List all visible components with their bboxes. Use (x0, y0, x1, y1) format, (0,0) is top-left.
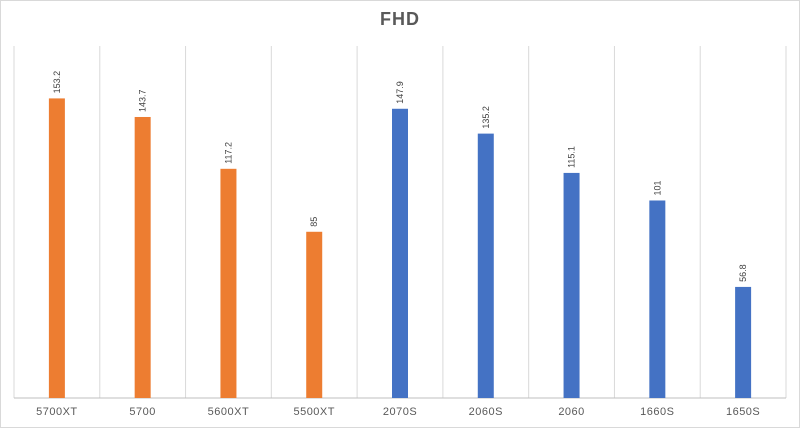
data-label: 147.9 (395, 81, 405, 104)
bar (735, 286, 752, 398)
x-tick-label: 5700 (129, 406, 155, 418)
data-label: 117.2 (223, 142, 233, 164)
data-label: 85 (309, 217, 319, 227)
bar (306, 231, 323, 398)
data-label: 143.7 (138, 89, 148, 112)
data-label: 135.2 (481, 106, 491, 129)
x-tick-label: 2060S (469, 406, 503, 418)
bar (392, 108, 408, 399)
bar (563, 172, 580, 398)
x-tick-label: 1650S (726, 406, 760, 418)
x-tick-label: 5600XT (208, 406, 250, 418)
x-tick-label: 2070S (383, 406, 417, 418)
x-tick-label: 5500XT (293, 406, 335, 418)
bar (649, 200, 666, 398)
data-label: 115.1 (567, 146, 577, 168)
x-tick-label: 1660S (640, 406, 674, 418)
x-tick-label: 5700XT (36, 406, 78, 418)
data-label: 56.8 (738, 264, 748, 282)
data-label: 153.2 (52, 71, 62, 94)
x-tick-label: 2060 (558, 406, 584, 418)
bar (220, 168, 237, 398)
bar (134, 116, 151, 398)
chart-title: FHD (380, 9, 420, 29)
data-label: 101 (652, 180, 662, 195)
bar (48, 98, 65, 399)
bar (477, 133, 494, 398)
